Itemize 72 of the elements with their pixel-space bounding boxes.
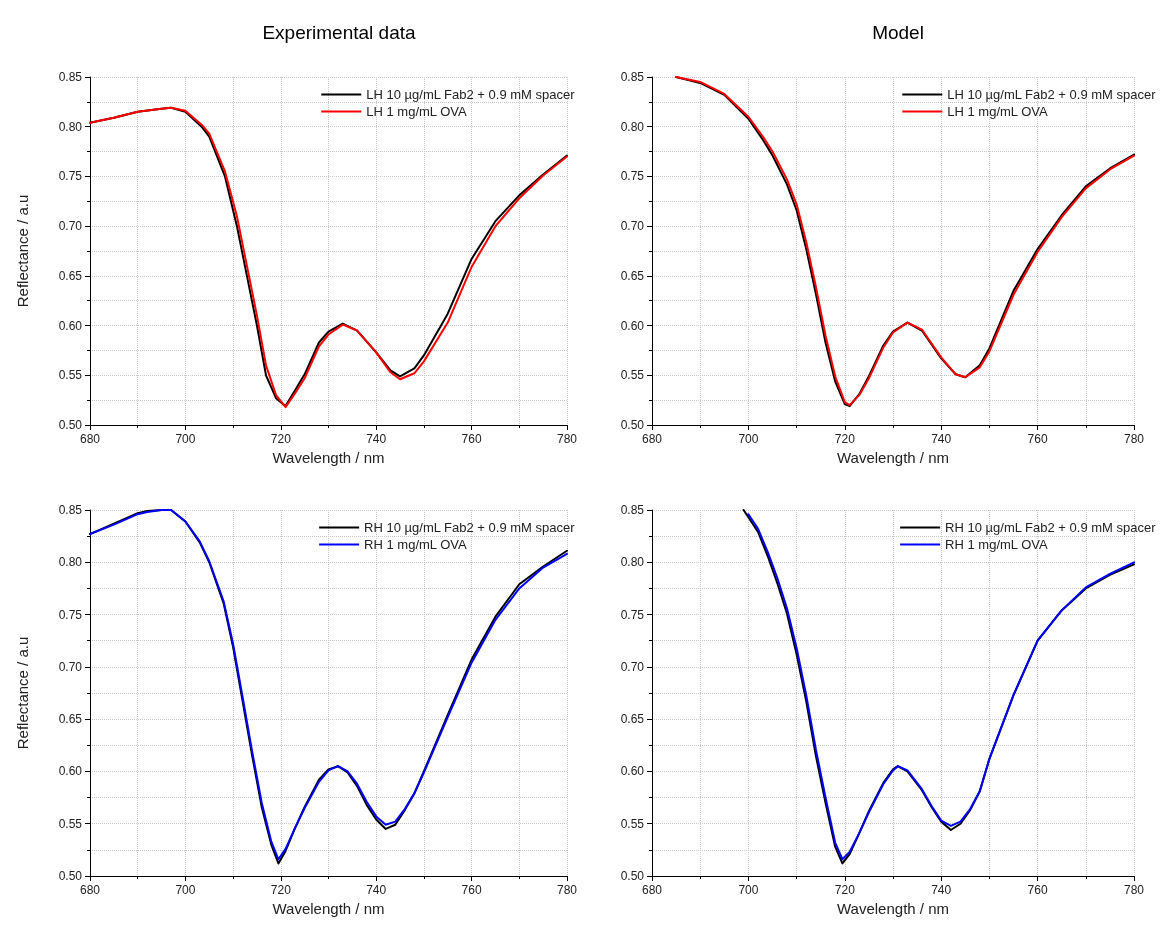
y-tick-label: 0.85 <box>58 70 83 84</box>
y-tick-label: 0.70 <box>58 219 83 234</box>
y-tick-label: 0.65 <box>620 268 645 283</box>
x-tick-label: 740 <box>366 432 387 446</box>
legend-label: RH 10 µg/mL Fab2 + 0.9 mM spacer <box>945 520 1157 535</box>
x-tick-label: 740 <box>366 883 387 897</box>
y-tick-label: 0.70 <box>620 219 645 234</box>
y-tick-label: 0.65 <box>58 712 83 727</box>
x-axis-title: Wavelength / nm <box>837 449 949 466</box>
x-tick-label: 720 <box>834 883 856 897</box>
x-tick-label: 720 <box>270 883 292 897</box>
y-tick-label: 0.80 <box>620 119 645 134</box>
y-tick-label: 0.75 <box>58 169 83 184</box>
y-tick-label: 0.50 <box>58 869 83 883</box>
y-tick-label: 0.85 <box>620 70 645 84</box>
x-tick-label: 700 <box>175 883 196 897</box>
y-axis-title: Reflectance / a.u <box>14 636 31 750</box>
y-tick-label: 0.50 <box>620 418 645 432</box>
x-tick-label: 700 <box>738 883 759 897</box>
legend-label: LH 10 µg/mL Fab2 + 0.9 mM spacer <box>947 87 1157 102</box>
y-tick-label: 0.55 <box>58 368 83 383</box>
x-tick-label: 680 <box>79 432 101 446</box>
y-tick-label: 0.60 <box>58 318 83 333</box>
legend-label: LH 10 µg/mL Fab2 + 0.9 mM spacer <box>366 87 576 102</box>
y-tick-label: 0.80 <box>58 555 83 570</box>
y-tick-label: 0.60 <box>620 318 645 333</box>
y-tick-label: 0.85 <box>58 503 83 517</box>
x-tick-label: 700 <box>175 432 196 446</box>
y-tick-label: 0.55 <box>620 816 645 831</box>
y-tick-label: 0.70 <box>58 659 83 674</box>
y-tick-label: 0.70 <box>620 659 645 674</box>
x-tick-label: 700 <box>738 432 759 446</box>
y-tick-label: 0.65 <box>620 712 645 727</box>
y-tick-label: 0.50 <box>58 418 83 432</box>
x-tick-label: 780 <box>556 432 578 446</box>
y-tick-label: 0.75 <box>620 169 645 184</box>
y-tick-label: 0.65 <box>58 268 83 283</box>
x-tick-label: 780 <box>556 883 578 897</box>
x-tick-label: 760 <box>461 432 482 446</box>
x-tick-label: 680 <box>641 883 663 897</box>
x-tick-label: 740 <box>931 432 952 446</box>
x-tick-label: 720 <box>834 432 856 446</box>
x-axis-title: Wavelength / nm <box>837 900 949 917</box>
y-tick-label: 0.50 <box>620 869 645 883</box>
y-tick-label: 0.75 <box>58 607 83 622</box>
y-tick-label: 0.80 <box>58 119 83 134</box>
y-axis-title: Reflectance / a.u <box>14 194 31 308</box>
legend-label: RH 1 mg/mL OVA <box>945 537 1049 552</box>
x-tick-label: 740 <box>931 883 952 897</box>
x-tick-label: 760 <box>461 883 482 897</box>
x-tick-label: 780 <box>1123 432 1145 446</box>
y-tick-label: 0.60 <box>58 764 83 779</box>
legend-label: RH 1 mg/mL OVA <box>364 537 468 552</box>
x-tick-label: 720 <box>270 432 292 446</box>
x-axis-title: Wavelength / nm <box>272 900 385 917</box>
x-tick-label: 760 <box>1027 432 1048 446</box>
chart-title: Model <box>872 22 924 43</box>
y-tick-label: 0.55 <box>58 816 83 831</box>
chart-title: Experimental data <box>262 22 416 43</box>
legend-label: LH 1 mg/mL OVA <box>947 104 1049 119</box>
y-tick-label: 0.80 <box>620 555 645 570</box>
x-tick-label: 760 <box>1027 883 1048 897</box>
legend-label: LH 1 mg/mL OVA <box>366 104 468 119</box>
legend-label: RH 10 µg/mL Fab2 + 0.9 mM spacer <box>364 520 576 535</box>
x-tick-label: 680 <box>641 432 663 446</box>
x-tick-label: 680 <box>79 883 101 897</box>
y-tick-label: 0.55 <box>620 368 645 383</box>
y-tick-label: 0.75 <box>620 607 645 622</box>
x-axis-title: Wavelength / nm <box>272 449 385 466</box>
y-tick-label: 0.60 <box>620 764 645 779</box>
y-tick-label: 0.85 <box>620 503 645 517</box>
x-tick-label: 780 <box>1123 883 1145 897</box>
